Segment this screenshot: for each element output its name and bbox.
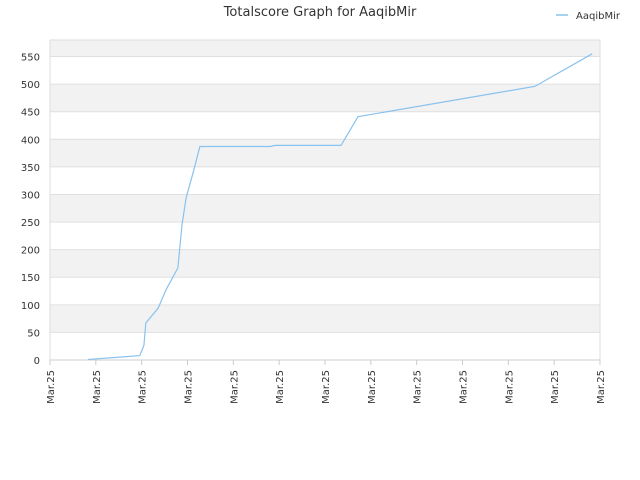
x-tick-label: Mar.25 [92, 370, 103, 404]
grid-band [50, 194, 600, 223]
x-tick-label: Mar.25 [321, 370, 332, 404]
x-tick-label: Mar.25 [229, 370, 240, 404]
y-tick-label: 400 [21, 135, 40, 146]
line-series [87, 53, 593, 361]
grid-band [50, 139, 600, 167]
y-tick-label: 350 [21, 163, 40, 174]
legend-label: AaqibMir [576, 11, 621, 22]
grid-band [50, 40, 600, 57]
y-tick-label: 150 [21, 273, 40, 284]
y-tick-label: 50 [27, 328, 40, 339]
y-tick-label: 250 [21, 218, 40, 229]
x-tick-label: Mar.25 [275, 370, 286, 404]
x-tick-label: Mar.25 [459, 370, 470, 404]
chart-title: Totalscore Graph for AaqibMir [223, 5, 417, 20]
x-tick-label: Mar.25 [46, 370, 57, 404]
x-tick-label: Mar.25 [504, 370, 515, 404]
x-tick-label: Mar.25 [550, 370, 561, 404]
y-tick-label: 200 [21, 246, 40, 257]
grid-band [50, 249, 600, 278]
y-tick-label: 550 [21, 53, 40, 64]
y-tick-label: 0 [34, 356, 40, 367]
y-tick-label: 300 [21, 190, 40, 201]
x-tick-label: Mar.25 [596, 370, 607, 404]
x-tick-label: Mar.25 [138, 370, 149, 404]
x-tick-label: Mar.25 [367, 370, 378, 404]
y-tick-label: 500 [21, 80, 40, 91]
y-tick-label: 100 [21, 301, 40, 312]
grid-band [50, 304, 600, 333]
grid-band [50, 84, 600, 112]
x-tick-label: Mar.25 [413, 370, 424, 404]
y-tick-label: 450 [21, 108, 40, 119]
x-tick-label: Mar.25 [184, 370, 195, 404]
